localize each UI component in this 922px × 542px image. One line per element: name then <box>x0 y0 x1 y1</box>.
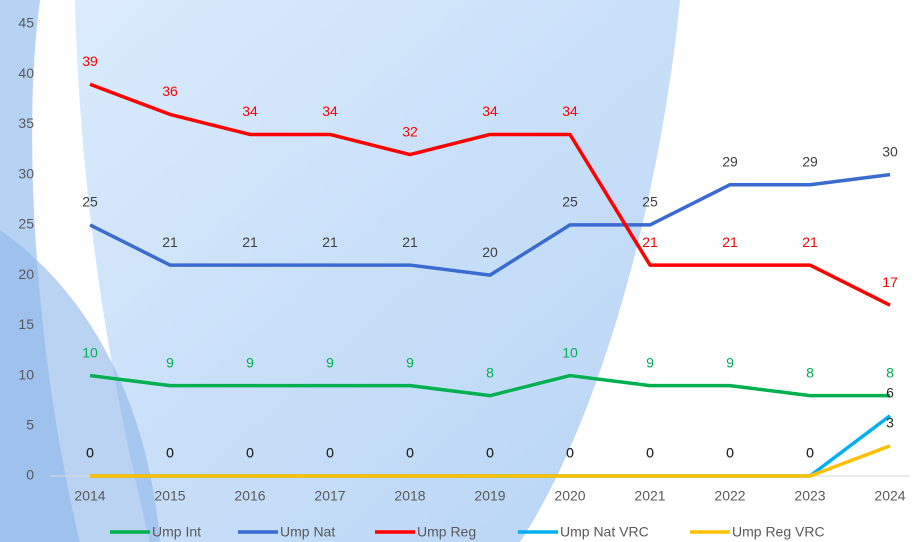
x-tick-label: 2023 <box>794 488 825 504</box>
data-label: 0 <box>566 445 574 461</box>
data-label: 21 <box>402 234 418 250</box>
data-label: 36 <box>162 83 178 99</box>
data-label: 0 <box>806 445 814 461</box>
data-label: 10 <box>562 344 578 360</box>
data-label: 0 <box>406 445 414 461</box>
data-label: 9 <box>406 354 414 370</box>
data-label: 25 <box>82 194 98 210</box>
data-label: 39 <box>82 53 98 69</box>
data-label: 9 <box>726 354 734 370</box>
x-tick-label: 2014 <box>74 488 105 504</box>
data-label: 0 <box>646 445 654 461</box>
data-label: 9 <box>246 354 254 370</box>
data-label: 9 <box>166 354 174 370</box>
data-label: 8 <box>886 364 894 380</box>
legend-label: Ump Nat VRC <box>560 524 649 540</box>
data-label: 21 <box>642 234 658 250</box>
data-label: 21 <box>162 234 178 250</box>
background-shape <box>0 230 160 542</box>
data-label: 0 <box>166 445 174 461</box>
data-label: 0 <box>166 445 174 461</box>
data-label: 9 <box>326 354 334 370</box>
data-label: 0 <box>246 445 254 461</box>
data-label: 20 <box>482 244 498 260</box>
y-tick-label: 25 <box>18 216 34 232</box>
data-label: 21 <box>802 234 818 250</box>
data-label: 17 <box>882 274 898 290</box>
series-line <box>89 82 891 307</box>
series-line <box>89 373 890 398</box>
y-tick-label: 30 <box>18 165 34 181</box>
data-label: 0 <box>326 445 334 461</box>
data-label: 0 <box>86 445 94 461</box>
data-label: 29 <box>722 153 738 169</box>
data-label: 0 <box>486 445 494 461</box>
y-tick-label: 20 <box>18 266 34 282</box>
x-tick-label: 2024 <box>874 488 905 504</box>
data-label: 29 <box>802 153 818 169</box>
x-tick-label: 2021 <box>634 488 665 504</box>
data-label: 8 <box>486 364 494 380</box>
data-label: 25 <box>642 194 658 210</box>
y-tick-label: 45 <box>18 15 34 31</box>
y-tick-label: 5 <box>26 416 34 432</box>
data-label: 0 <box>86 445 94 461</box>
data-label: 0 <box>806 445 814 461</box>
data-label: 3 <box>886 415 894 431</box>
data-label: 6 <box>886 384 894 400</box>
data-label: 9 <box>646 354 654 370</box>
data-label: 21 <box>722 234 738 250</box>
y-tick-label: 40 <box>18 65 34 81</box>
x-tick-label: 2022 <box>714 488 745 504</box>
y-tick-label: 15 <box>18 316 34 332</box>
data-label: 8 <box>806 364 814 380</box>
x-tick-label: 2015 <box>154 488 185 504</box>
data-label: 0 <box>326 445 334 461</box>
legend-label: Ump Reg VRC <box>732 524 825 540</box>
y-tick-label: 10 <box>18 366 34 382</box>
x-tick-label: 2016 <box>234 488 265 504</box>
data-label: 34 <box>242 103 258 119</box>
data-label: 0 <box>246 445 254 461</box>
y-tick-label: 35 <box>18 115 34 131</box>
data-label: 34 <box>562 103 578 119</box>
data-label: 0 <box>646 445 654 461</box>
series-line <box>89 172 891 277</box>
x-tick-label: 2019 <box>474 488 505 504</box>
legend-label: Ump Nat <box>280 524 335 540</box>
data-label: 30 <box>882 143 898 159</box>
data-label: 0 <box>486 445 494 461</box>
x-tick-label: 2018 <box>394 488 425 504</box>
data-label: 0 <box>726 445 734 461</box>
data-label: 0 <box>406 445 414 461</box>
x-tick-label: 2020 <box>554 488 585 504</box>
x-tick-label: 2017 <box>314 488 345 504</box>
series-line <box>90 444 891 478</box>
data-label: 0 <box>566 445 574 461</box>
data-label: 0 <box>726 445 734 461</box>
data-label: 21 <box>322 234 338 250</box>
data-label: 21 <box>242 234 258 250</box>
data-label: 34 <box>322 103 338 119</box>
data-label: 34 <box>482 103 498 119</box>
legend-label: Ump Int <box>152 524 201 540</box>
data-label: 25 <box>562 194 578 210</box>
legend-label: Ump Reg <box>417 524 476 540</box>
data-label: 32 <box>402 123 418 139</box>
data-label: 10 <box>82 344 98 360</box>
y-tick-label: 0 <box>26 467 34 483</box>
